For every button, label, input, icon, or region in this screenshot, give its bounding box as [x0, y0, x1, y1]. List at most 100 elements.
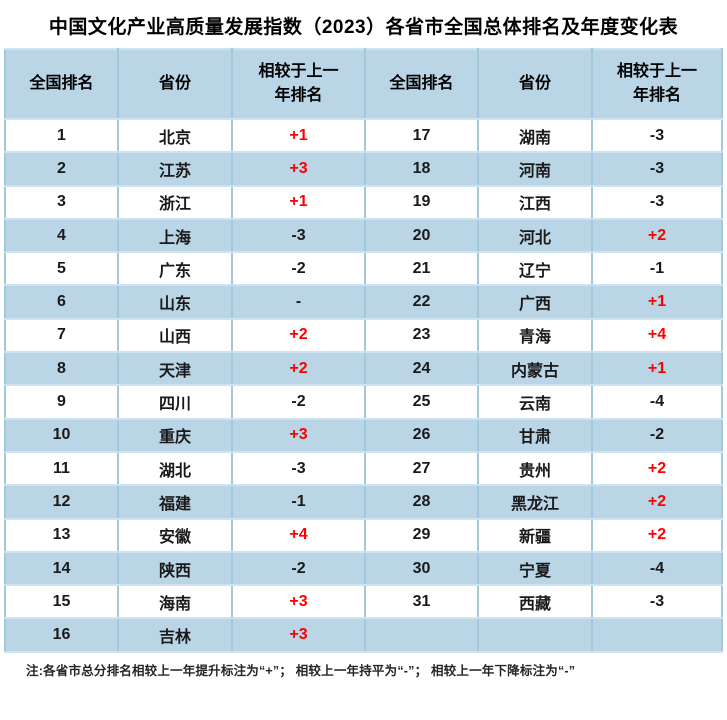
change-cell: +2: [231, 351, 366, 387]
province-cell: 甘肃: [477, 417, 593, 453]
province-cell: 浙江: [117, 184, 233, 220]
province-cell: [477, 617, 593, 653]
rank-cell: 21: [364, 251, 479, 287]
table-header: 全国排名 省份 相较于上一 年排名 全国排名 省份 相较于上一 年排名: [4, 48, 723, 120]
change-cell: -4: [591, 550, 723, 587]
footnote: 注:各省市总分排名相较上一年提升标注为“+”； 相较上一年持平为“-”； 相较上…: [26, 663, 576, 678]
province-cell: 天津: [117, 351, 233, 387]
table-row: 16 吉林 +3: [4, 617, 723, 653]
rank-cell: 31: [364, 584, 479, 620]
province-cell: 江西: [477, 184, 593, 220]
change-cell: +3: [231, 151, 366, 187]
province-cell: 广东: [117, 251, 233, 287]
rank-cell: 4: [4, 217, 119, 254]
change-cell: +2: [591, 450, 723, 487]
table-row: 15 海南 +3 31 西藏 -3: [4, 584, 723, 620]
province-cell: 宁夏: [477, 550, 593, 587]
province-cell: 安徽: [117, 517, 233, 553]
rank-cell: 24: [364, 351, 479, 387]
province-cell: 北京: [117, 117, 233, 154]
change-cell: [591, 617, 723, 653]
province-cell: 山西: [117, 317, 233, 354]
column-header-change-right: 相较于上一 年排名: [591, 48, 723, 120]
rank-cell: 18: [364, 151, 479, 187]
province-cell: 吉林: [117, 617, 233, 653]
change-cell: +3: [231, 417, 366, 453]
rank-cell: 7: [4, 317, 119, 354]
column-header-change-left: 相较于上一 年排名: [231, 48, 366, 120]
rank-cell: 1: [4, 117, 119, 154]
change-cell: +3: [231, 617, 366, 653]
rank-cell: [364, 617, 479, 653]
change-cell: +2: [591, 517, 723, 553]
province-cell: 青海: [477, 317, 593, 354]
province-cell: 湖北: [117, 450, 233, 487]
rank-cell: 5: [4, 251, 119, 287]
table-body: 1 北京 +1 17 湖南 -3 2 江苏 +3 18 河南 -3 3 浙江 +1 19 江西 -3 4 上海 -3 20…: [4, 117, 723, 653]
province-cell: 广西: [477, 284, 593, 320]
rank-cell: 14: [4, 550, 119, 587]
province-cell: 黑龙江: [477, 484, 593, 520]
change-cell: -3: [231, 450, 366, 487]
table-row: 8 天津 +2 24 内蒙古 +1: [4, 351, 723, 387]
table-row: 12 福建 -1 28 黑龙江 +2: [4, 484, 723, 520]
column-header-rank-right: 全国排名: [364, 48, 479, 120]
change-cell: +1: [591, 284, 723, 320]
rank-cell: 9: [4, 384, 119, 420]
table-row: 6 山东 -22 广西 +1: [4, 284, 723, 320]
column-header-province-right: 省份: [477, 48, 593, 120]
rank-cell: 26: [364, 417, 479, 453]
rank-cell: 12: [4, 484, 119, 520]
table-row: 5 广东 -2 21 辽宁 -1: [4, 251, 723, 287]
rank-cell: 2: [4, 151, 119, 187]
province-cell: 四川: [117, 384, 233, 420]
province-cell: 内蒙古: [477, 351, 593, 387]
change-cell: +1: [231, 117, 366, 154]
change-cell: -2: [591, 417, 723, 453]
rank-cell: 10: [4, 417, 119, 453]
province-cell: 海南: [117, 584, 233, 620]
table-row: 4 上海 -3 20 河北 +2: [4, 217, 723, 254]
rank-cell: 19: [364, 184, 479, 220]
province-cell: 湖南: [477, 117, 593, 154]
table-row: 11 湖北 -3 27 贵州 +2: [4, 450, 723, 487]
table-row: 7 山西 +2 23 青海 +4: [4, 317, 723, 354]
table-row: 1 北京 +1 17 湖南 -3: [4, 117, 723, 154]
rank-cell: 30: [364, 550, 479, 587]
change-cell: +4: [231, 517, 366, 553]
province-cell: 上海: [117, 217, 233, 254]
change-cell: +3: [231, 584, 366, 620]
change-cell: -2: [231, 251, 366, 287]
change-cell: +1: [591, 351, 723, 387]
province-cell: 重庆: [117, 417, 233, 453]
rank-cell: 13: [4, 517, 119, 553]
header-row: 全国排名 省份 相较于上一 年排名 全国排名 省份 相较于上一 年排名: [4, 48, 723, 120]
rank-cell: 6: [4, 284, 119, 320]
change-cell: -3: [231, 217, 366, 254]
table-row: 13 安徽 +4 29 新疆 +2: [4, 517, 723, 553]
province-cell: 河北: [477, 217, 593, 254]
page-title: 中国文化产业高质量发展指数（2023）各省市全国总体排名及年度变化表: [48, 17, 679, 38]
rank-cell: 3: [4, 184, 119, 220]
province-cell: 福建: [117, 484, 233, 520]
change-cell: -3: [591, 151, 723, 187]
rank-cell: 11: [4, 450, 119, 487]
rank-cell: 15: [4, 584, 119, 620]
change-cell: +2: [591, 484, 723, 520]
change-cell: -: [231, 284, 366, 320]
province-cell: 河南: [477, 151, 593, 187]
ranking-table: 全国排名 省份 相较于上一 年排名 全国排名 省份 相较于上一 年排名 1 北京 +…: [4, 48, 723, 653]
province-cell: 新疆: [477, 517, 593, 553]
rank-cell: 17: [364, 117, 479, 154]
change-cell: -1: [231, 484, 366, 520]
change-cell: -2: [231, 550, 366, 587]
rank-cell: 8: [4, 351, 119, 387]
province-cell: 江苏: [117, 151, 233, 187]
table-row: 14 陕西 -2 30 宁夏 -4: [4, 550, 723, 587]
rank-cell: 27: [364, 450, 479, 487]
change-cell: -2: [231, 384, 366, 420]
table-row: 10 重庆 +3 26 甘肃 -2: [4, 417, 723, 453]
rank-cell: 22: [364, 284, 479, 320]
change-cell: +2: [231, 317, 366, 354]
